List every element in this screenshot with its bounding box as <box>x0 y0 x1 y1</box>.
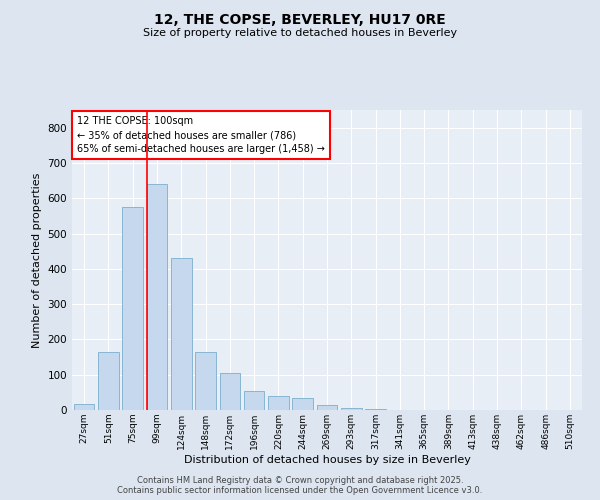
Bar <box>98 352 119 410</box>
Bar <box>317 404 337 410</box>
X-axis label: Distribution of detached houses by size in Beverley: Distribution of detached houses by size … <box>184 454 470 464</box>
Bar <box>171 258 191 410</box>
Bar <box>292 398 313 410</box>
Bar <box>244 390 265 410</box>
Bar <box>74 404 94 410</box>
Text: 12 THE COPSE: 100sqm
← 35% of detached houses are smaller (786)
65% of semi-deta: 12 THE COPSE: 100sqm ← 35% of detached h… <box>77 116 325 154</box>
Y-axis label: Number of detached properties: Number of detached properties <box>32 172 42 348</box>
Text: Size of property relative to detached houses in Beverley: Size of property relative to detached ho… <box>143 28 457 38</box>
Bar <box>195 352 216 410</box>
Bar <box>220 373 240 410</box>
Bar <box>341 408 362 410</box>
Text: Contains HM Land Registry data © Crown copyright and database right 2025.
Contai: Contains HM Land Registry data © Crown c… <box>118 476 482 495</box>
Bar <box>365 409 386 410</box>
Text: 12, THE COPSE, BEVERLEY, HU17 0RE: 12, THE COPSE, BEVERLEY, HU17 0RE <box>154 12 446 26</box>
Bar <box>146 184 167 410</box>
Bar <box>268 396 289 410</box>
Bar <box>122 207 143 410</box>
